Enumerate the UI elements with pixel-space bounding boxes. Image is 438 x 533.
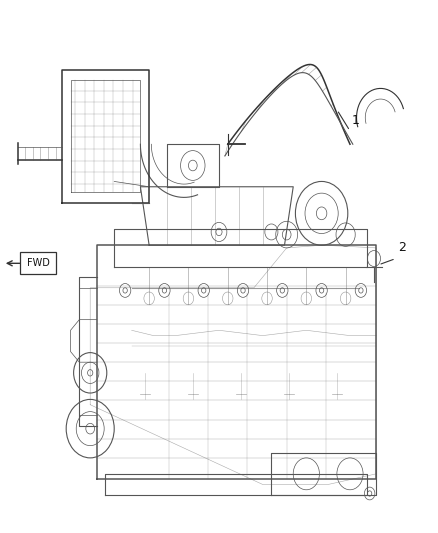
- Text: 1: 1: [352, 114, 360, 127]
- Text: FWD: FWD: [27, 259, 49, 268]
- FancyBboxPatch shape: [20, 252, 56, 274]
- Text: 2: 2: [398, 241, 406, 254]
